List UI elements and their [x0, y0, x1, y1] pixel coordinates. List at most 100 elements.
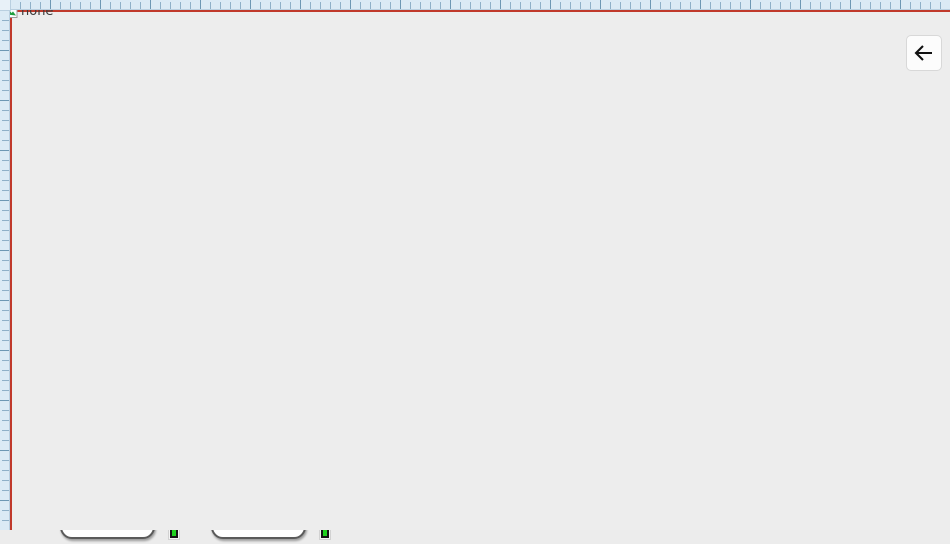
ruler-tick — [200, 0, 201, 9]
ruler-tick — [40, 2, 41, 9]
ruler-tick — [2, 290, 9, 291]
ruler-tick — [2, 180, 9, 181]
ruler-tick — [500, 0, 501, 9]
ruler-tick — [30, 2, 31, 9]
ruler-tick — [560, 2, 561, 9]
ruler-tick — [750, 0, 751, 9]
ruler-tick — [2, 80, 9, 81]
ruler-tick — [550, 0, 551, 9]
ruler-tick — [540, 2, 541, 9]
ruler-tick — [2, 470, 9, 471]
ruler-tick — [2, 390, 9, 391]
ruler-tick — [2, 240, 9, 241]
ruler-tick — [250, 0, 251, 9]
ruler-tick — [160, 2, 161, 9]
ruler-tick — [590, 2, 591, 9]
back-button[interactable] — [906, 35, 942, 71]
ruler-tick — [2, 140, 9, 141]
ruler-tick — [2, 40, 9, 41]
ruler-tick — [460, 2, 461, 9]
ruler-tick — [2, 280, 9, 281]
ruler-tick — [2, 520, 9, 521]
ruler-tick — [2, 210, 9, 211]
ruler-tick — [290, 2, 291, 9]
ruler-tick — [50, 0, 51, 9]
ruler-tick — [720, 2, 721, 9]
ruler-tick — [770, 2, 771, 9]
ruler-tick — [110, 2, 111, 9]
ruler-tick — [170, 2, 171, 9]
ruler-left — [0, 0, 10, 530]
ruler-tick — [300, 0, 301, 9]
ruler-tick — [2, 330, 9, 331]
ruler-tick — [70, 2, 71, 9]
ruler-tick — [140, 2, 141, 9]
ruler-tick — [340, 2, 341, 9]
ruler-corner — [0, 0, 11, 11]
ruler-tick — [2, 70, 9, 71]
ruler-tick — [820, 2, 821, 9]
ruler-tick — [760, 2, 761, 9]
ruler-tick — [520, 2, 521, 9]
ruler-tick — [430, 2, 431, 9]
arrow-left-icon — [912, 41, 936, 65]
ruler-tick — [940, 2, 941, 9]
ruler-tick — [390, 2, 391, 9]
ruler-tick — [920, 2, 921, 9]
ruler-tick — [410, 2, 411, 9]
ruler-tick — [2, 410, 9, 411]
ruler-tick — [2, 430, 9, 431]
ruler-tick — [2, 120, 9, 121]
ruler-tick — [830, 2, 831, 9]
ruler-tick — [2, 130, 9, 131]
ruler-tick — [440, 2, 441, 9]
ruler-tick — [580, 2, 581, 9]
design-canvas — [10, 10, 950, 530]
ruler-tick — [530, 2, 531, 9]
ruler-tick — [700, 0, 701, 9]
ruler-tick — [2, 20, 9, 21]
ruler-tick — [670, 2, 671, 9]
ruler-tick — [660, 2, 661, 9]
ruler-tick — [570, 2, 571, 9]
ruler-tick — [690, 2, 691, 9]
ruler-tick — [630, 2, 631, 9]
ruler-tick — [180, 2, 181, 9]
ruler-tick — [2, 260, 9, 261]
ruler-tick — [120, 2, 121, 9]
ruler-tick — [0, 300, 9, 301]
ruler-tick — [2, 510, 9, 511]
ruler-tick — [740, 2, 741, 9]
ruler-tick — [280, 2, 281, 9]
ruler-tick — [2, 170, 9, 171]
ruler-tick — [0, 100, 9, 101]
ruler-tick — [0, 200, 9, 201]
ruler-tick — [510, 2, 511, 9]
ruler-tick — [2, 220, 9, 221]
ruler-tick — [90, 2, 91, 9]
ruler-tick — [130, 2, 131, 9]
ruler-tick — [210, 2, 211, 9]
ruler-tick — [930, 2, 931, 9]
ruler-tick — [2, 160, 9, 161]
ruler-tick — [370, 2, 371, 9]
ruler-tick — [810, 2, 811, 9]
ruler-tick — [2, 440, 9, 441]
ruler-tick — [260, 2, 261, 9]
ruler-tick — [780, 2, 781, 9]
ruler-tick — [620, 2, 621, 9]
ruler-tick — [860, 2, 861, 9]
ruler-tick — [190, 2, 191, 9]
ruler-tick — [600, 0, 601, 9]
ruler-tick — [790, 2, 791, 9]
ruler-tick — [640, 2, 641, 9]
ruler-tick — [2, 490, 9, 491]
ruler-tick — [2, 60, 9, 61]
ruler-tick — [320, 2, 321, 9]
ruler-tick — [60, 2, 61, 9]
ruler-tick — [710, 2, 711, 9]
ruler-tick — [20, 2, 21, 9]
ruler-tick — [0, 250, 9, 251]
ruler-tick — [450, 0, 451, 9]
ruler-tick — [2, 360, 9, 361]
